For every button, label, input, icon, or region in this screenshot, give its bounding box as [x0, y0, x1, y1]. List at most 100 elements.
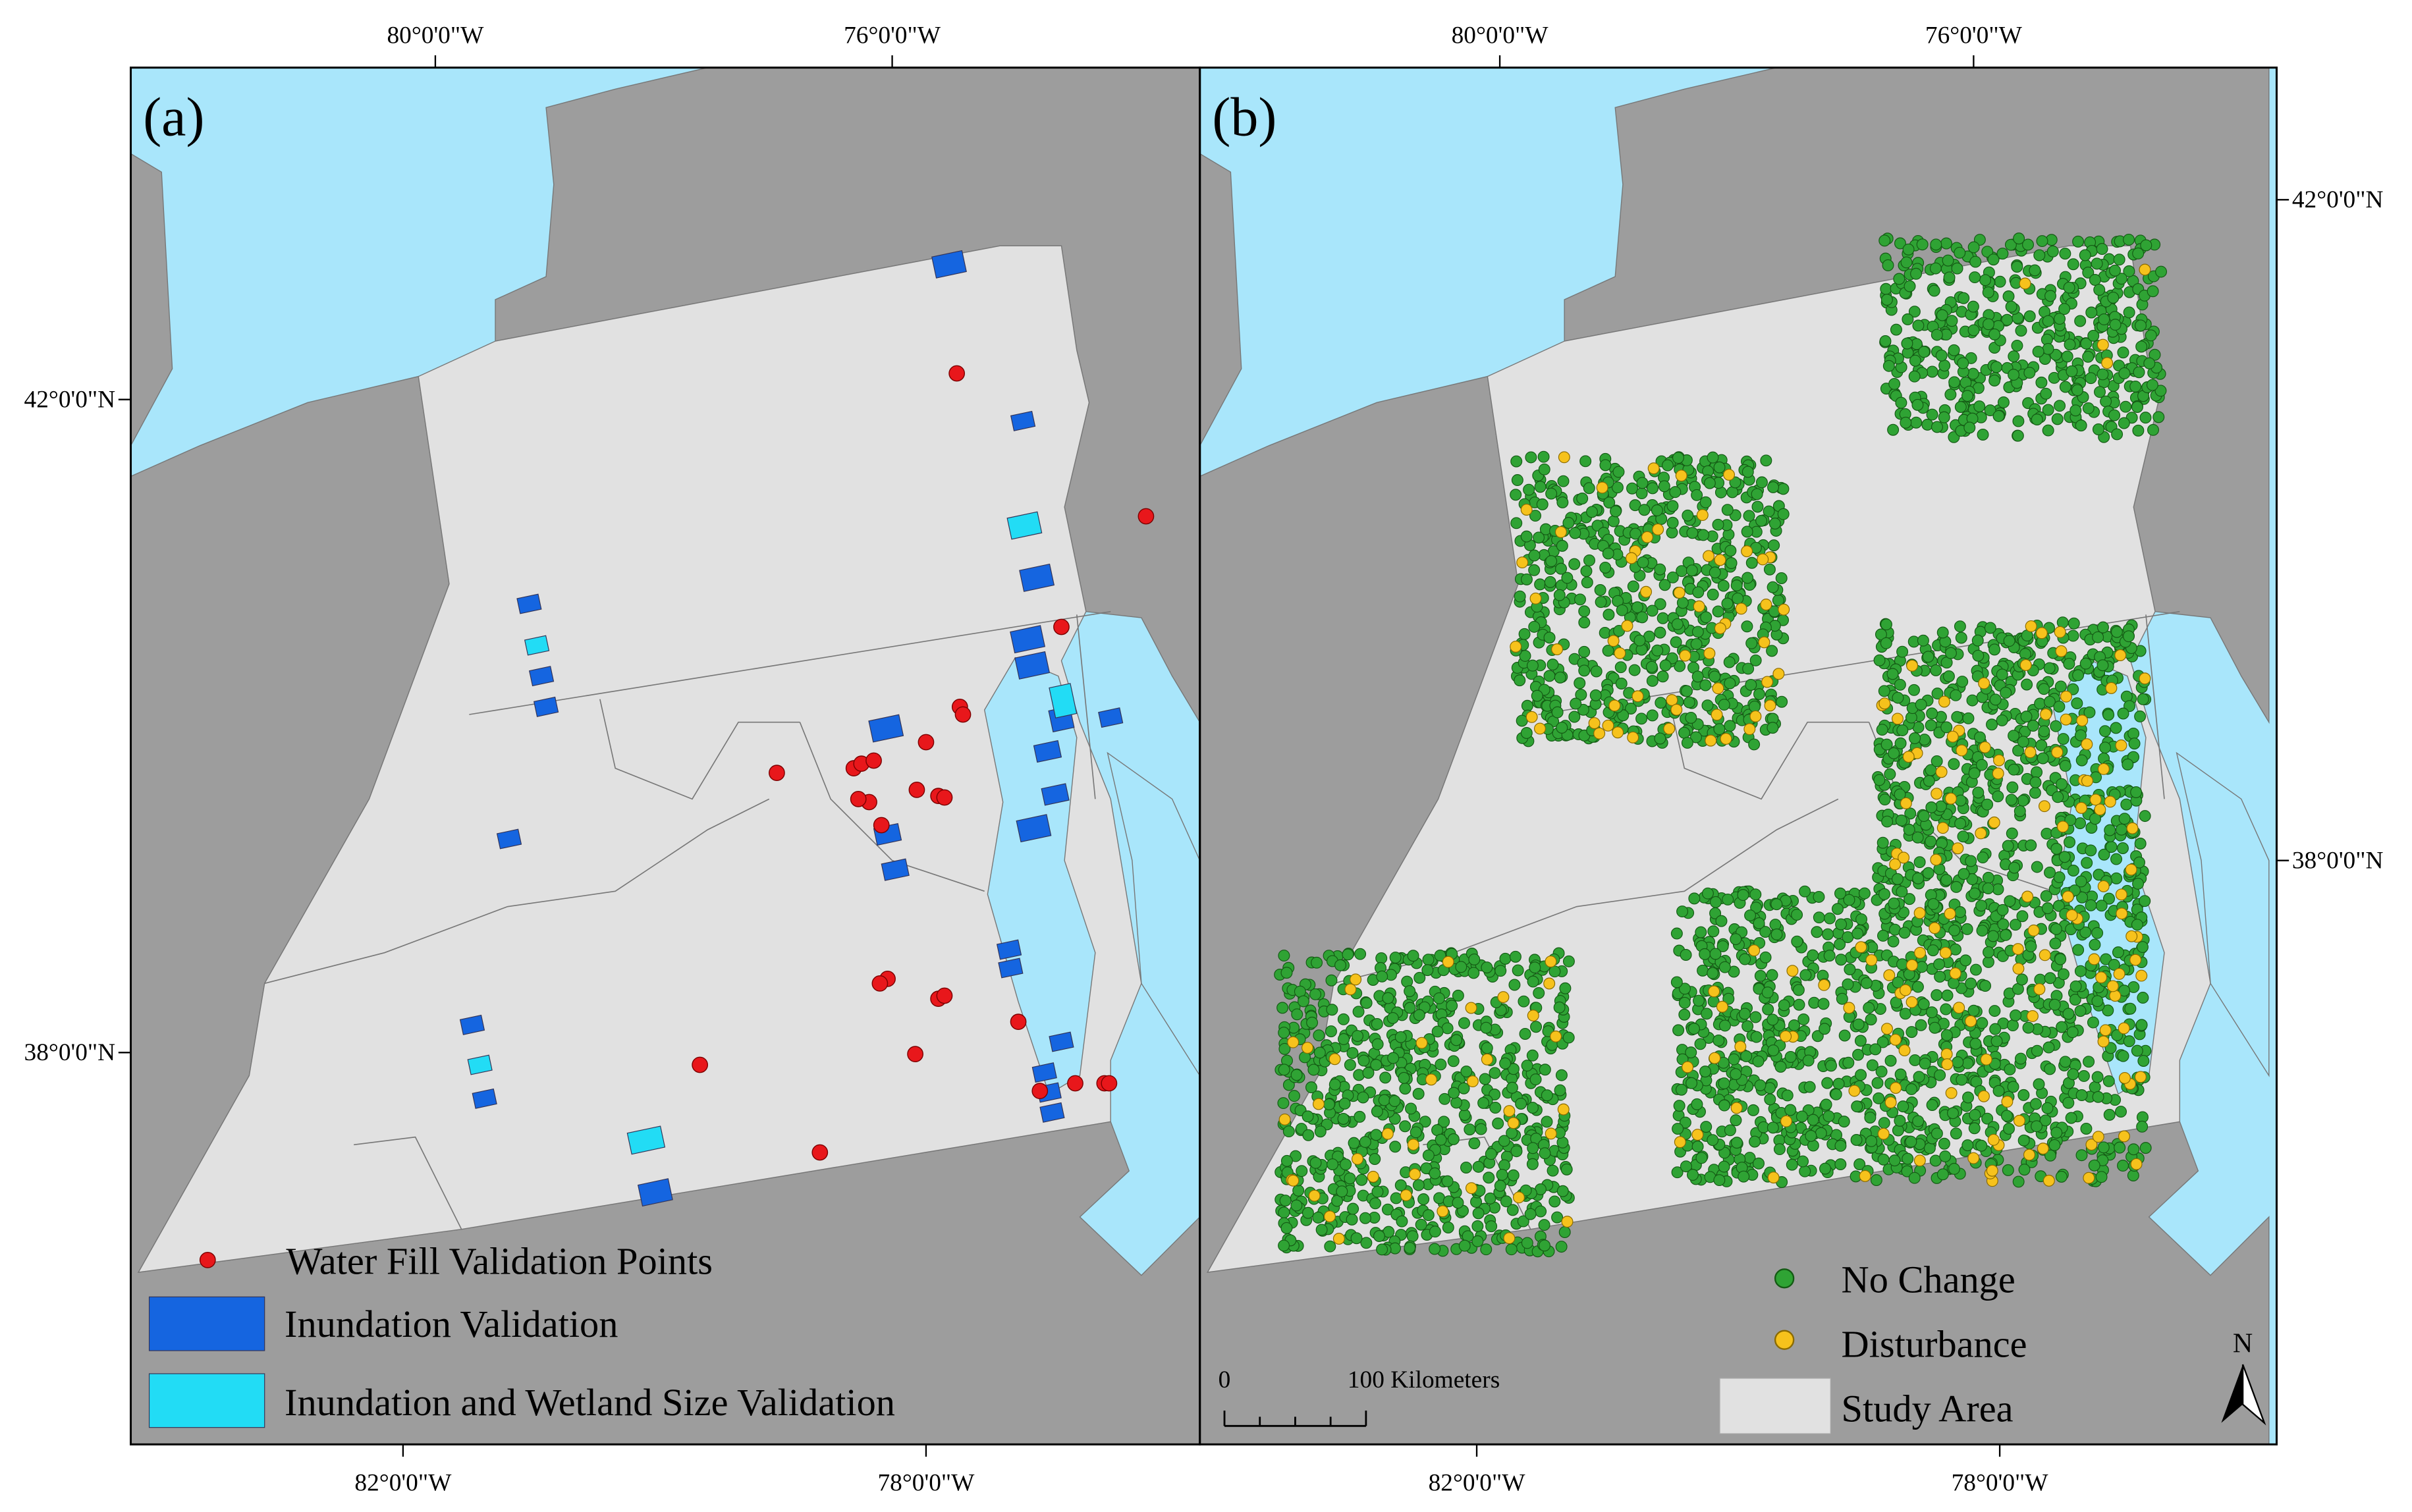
disturbance-point — [1818, 979, 1830, 991]
no-change-point — [1435, 1058, 1447, 1071]
no-change-point — [1560, 1163, 1573, 1175]
disturbance-point — [1720, 732, 1732, 745]
no-change-point — [2083, 1056, 2095, 1068]
no-change-point — [1276, 1002, 1289, 1014]
no-change-point — [1676, 597, 1689, 609]
no-change-point — [2134, 710, 2147, 722]
no-change-point — [2079, 657, 2092, 670]
no-change-point — [2140, 239, 2152, 252]
no-change-point — [1820, 1098, 1832, 1111]
no-change-point — [1617, 709, 1630, 722]
no-change-point — [2139, 412, 2152, 424]
no-change-point — [2117, 346, 2129, 359]
disturbance-point — [2134, 1071, 2147, 1083]
disturbance-point — [1946, 730, 1959, 743]
no-change-point — [2037, 752, 2049, 765]
no-change-point — [1441, 1175, 1454, 1187]
no-change-point — [1877, 1153, 1890, 1166]
disturbance-point — [2062, 890, 2074, 903]
no-change-point — [1492, 1118, 1504, 1130]
no-change-point — [1854, 1035, 1867, 1047]
no-change-point — [1880, 283, 1892, 295]
disturbance-point — [1465, 1002, 1477, 1014]
no-change-point — [2098, 313, 2110, 325]
disturbance-point — [1735, 603, 1747, 615]
no-change-point — [1547, 659, 1559, 671]
disturbance-point — [2012, 962, 2025, 975]
no-change-point — [1568, 558, 1581, 570]
no-change-point — [1973, 731, 1986, 743]
no-change-point — [2100, 953, 2112, 965]
no-change-point — [1607, 515, 1620, 527]
no-change-point — [1882, 259, 1894, 271]
inundation-site — [637, 1178, 673, 1207]
no-change-point — [1748, 700, 1761, 713]
no-change-point — [1968, 887, 1981, 900]
no-change-point — [1309, 988, 1321, 1000]
no-change-point — [2017, 794, 2029, 807]
disturbance-point — [1301, 1042, 1313, 1054]
no-change-point — [1956, 1073, 1968, 1086]
disturbance-point — [1979, 741, 1991, 753]
no-change-point — [2044, 866, 2056, 878]
no-change-point — [1967, 300, 1979, 313]
no-change-point — [1926, 365, 1938, 378]
disturbance-point — [1980, 1053, 1992, 1066]
no-change-point — [1707, 967, 1719, 979]
disturbance-point — [1696, 509, 1709, 522]
disturbance-point — [2097, 880, 2110, 892]
no-change-point — [2042, 342, 2054, 355]
no-change-point — [1865, 1013, 1877, 1026]
no-change-point — [1940, 1003, 1952, 1015]
no-change-point — [2118, 367, 2131, 379]
no-change-point — [1950, 1127, 1962, 1140]
no-change-point — [1280, 1154, 1293, 1167]
disturbance-point — [1884, 1096, 1897, 1109]
no-change-point — [1882, 360, 1895, 372]
no-change-point — [1728, 1053, 1740, 1066]
disturbance-point — [1730, 1102, 1743, 1114]
no-change-point — [1958, 292, 1970, 304]
no-change-point — [2135, 319, 2147, 332]
no-change-point — [1338, 1033, 1350, 1045]
no-change-point — [2014, 805, 2026, 817]
no-change-point — [1982, 871, 1994, 884]
no-change-point — [2007, 1081, 2019, 1093]
no-change-point — [1766, 969, 1778, 981]
no-change-point — [1951, 711, 1963, 723]
no-change-point — [2015, 1052, 2027, 1065]
no-change-point — [1657, 670, 1669, 683]
no-change-point — [1518, 995, 1530, 1008]
no-change-point — [1519, 1027, 1531, 1040]
disturbance-point — [2118, 1071, 2131, 1084]
no-change-point — [2123, 265, 2135, 277]
no-change-point — [1672, 1123, 1684, 1135]
disturbance-point — [2097, 763, 2110, 775]
disturbance-point — [2095, 971, 2108, 984]
no-change-point — [1477, 1096, 1490, 1109]
disturbance-point — [2130, 1158, 2143, 1170]
no-change-point — [2004, 238, 2017, 251]
no-change-point — [2059, 248, 2071, 260]
disturbance-point — [2113, 967, 2125, 980]
no-change-point — [2143, 357, 2156, 369]
no-change-point — [1741, 526, 1753, 538]
disturbance-point — [2125, 930, 2138, 942]
no-change-point — [1823, 1110, 1835, 1123]
disturbance-point — [2019, 277, 2031, 290]
disturbance-point — [1941, 1058, 1954, 1071]
no-change-point — [1528, 549, 1541, 562]
no-change-point — [1691, 1098, 1703, 1110]
no-change-point — [2000, 929, 2012, 941]
no-change-point — [2015, 325, 2027, 337]
disturbance-point — [2025, 620, 2037, 632]
disturbance-point — [1877, 1127, 1890, 1140]
no-change-point — [1527, 1102, 1539, 1114]
no-change-point — [1969, 1108, 1981, 1121]
no-change-point — [1888, 897, 1900, 909]
no-change-point — [2040, 890, 2052, 902]
no-change-point — [2023, 367, 2036, 379]
no-change-point — [1278, 1027, 1290, 1039]
no-change-point — [1376, 970, 1388, 983]
no-change-point — [1354, 948, 1367, 960]
